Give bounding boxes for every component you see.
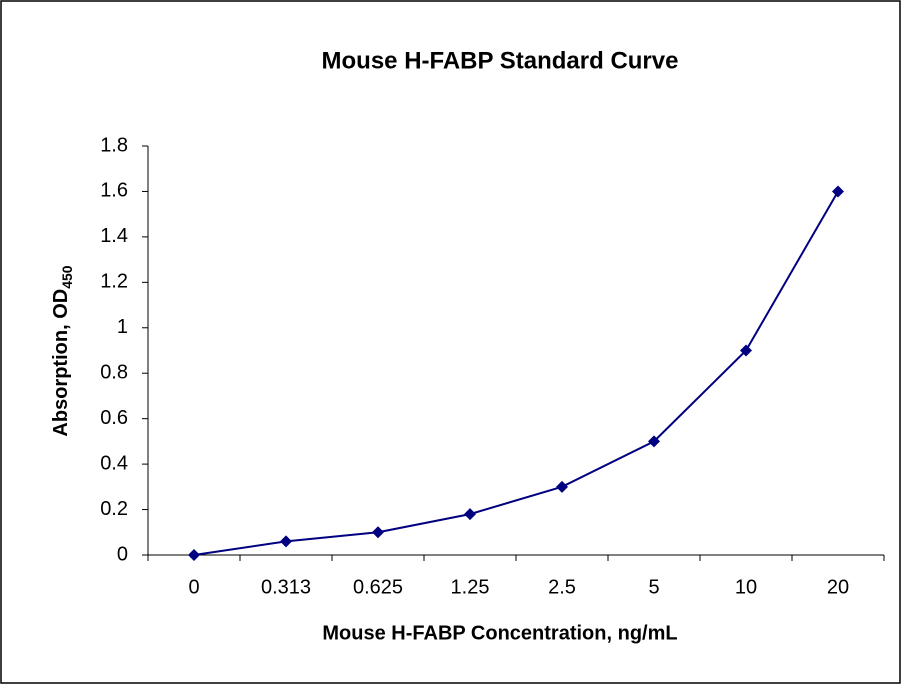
y-tick-label: 1.8 — [100, 134, 128, 156]
y-tick-label: 0.6 — [100, 407, 128, 429]
data-point — [372, 526, 384, 539]
x-tick-label: 2.5 — [548, 576, 576, 598]
x-tick-label: 0.313 — [261, 576, 311, 598]
y-tick-label: 1.6 — [100, 180, 128, 202]
y-tick-label: 0 — [117, 543, 128, 565]
x-axis-label: Mouse H-FABP Concentration, ng/mL — [322, 622, 677, 644]
data-point — [280, 535, 292, 548]
x-tick-label: 20 — [827, 576, 849, 598]
data-point — [556, 480, 568, 493]
x-tick-label: 5 — [648, 576, 659, 598]
data-point — [648, 435, 660, 448]
y-tick-label: 0.2 — [100, 498, 128, 520]
y-tick-label: 0.8 — [100, 362, 128, 384]
y-tick-label: 1 — [117, 316, 128, 338]
x-tick-label: 10 — [735, 576, 757, 598]
y-tick-label: 1.2 — [100, 271, 128, 293]
data-point — [740, 344, 752, 357]
x-tick-label: 1.25 — [451, 576, 490, 598]
chart-title: Mouse H-FABP Standard Curve — [322, 47, 679, 74]
y-axis-label-subscript: 450 — [59, 265, 75, 289]
data-point — [188, 549, 200, 561]
data-point — [832, 185, 844, 198]
y-axis-label: Absorption, OD450 — [50, 265, 74, 436]
y-tick-label: 0.4 — [100, 452, 128, 474]
data-point — [464, 508, 476, 521]
series-line — [193, 190, 839, 556]
y-axis-label-text: Absorption, OD — [50, 289, 72, 437]
x-tick-label: 0.625 — [353, 576, 403, 598]
y-tick-label: 1.4 — [100, 225, 128, 247]
x-tick-label: 0 — [188, 576, 199, 598]
